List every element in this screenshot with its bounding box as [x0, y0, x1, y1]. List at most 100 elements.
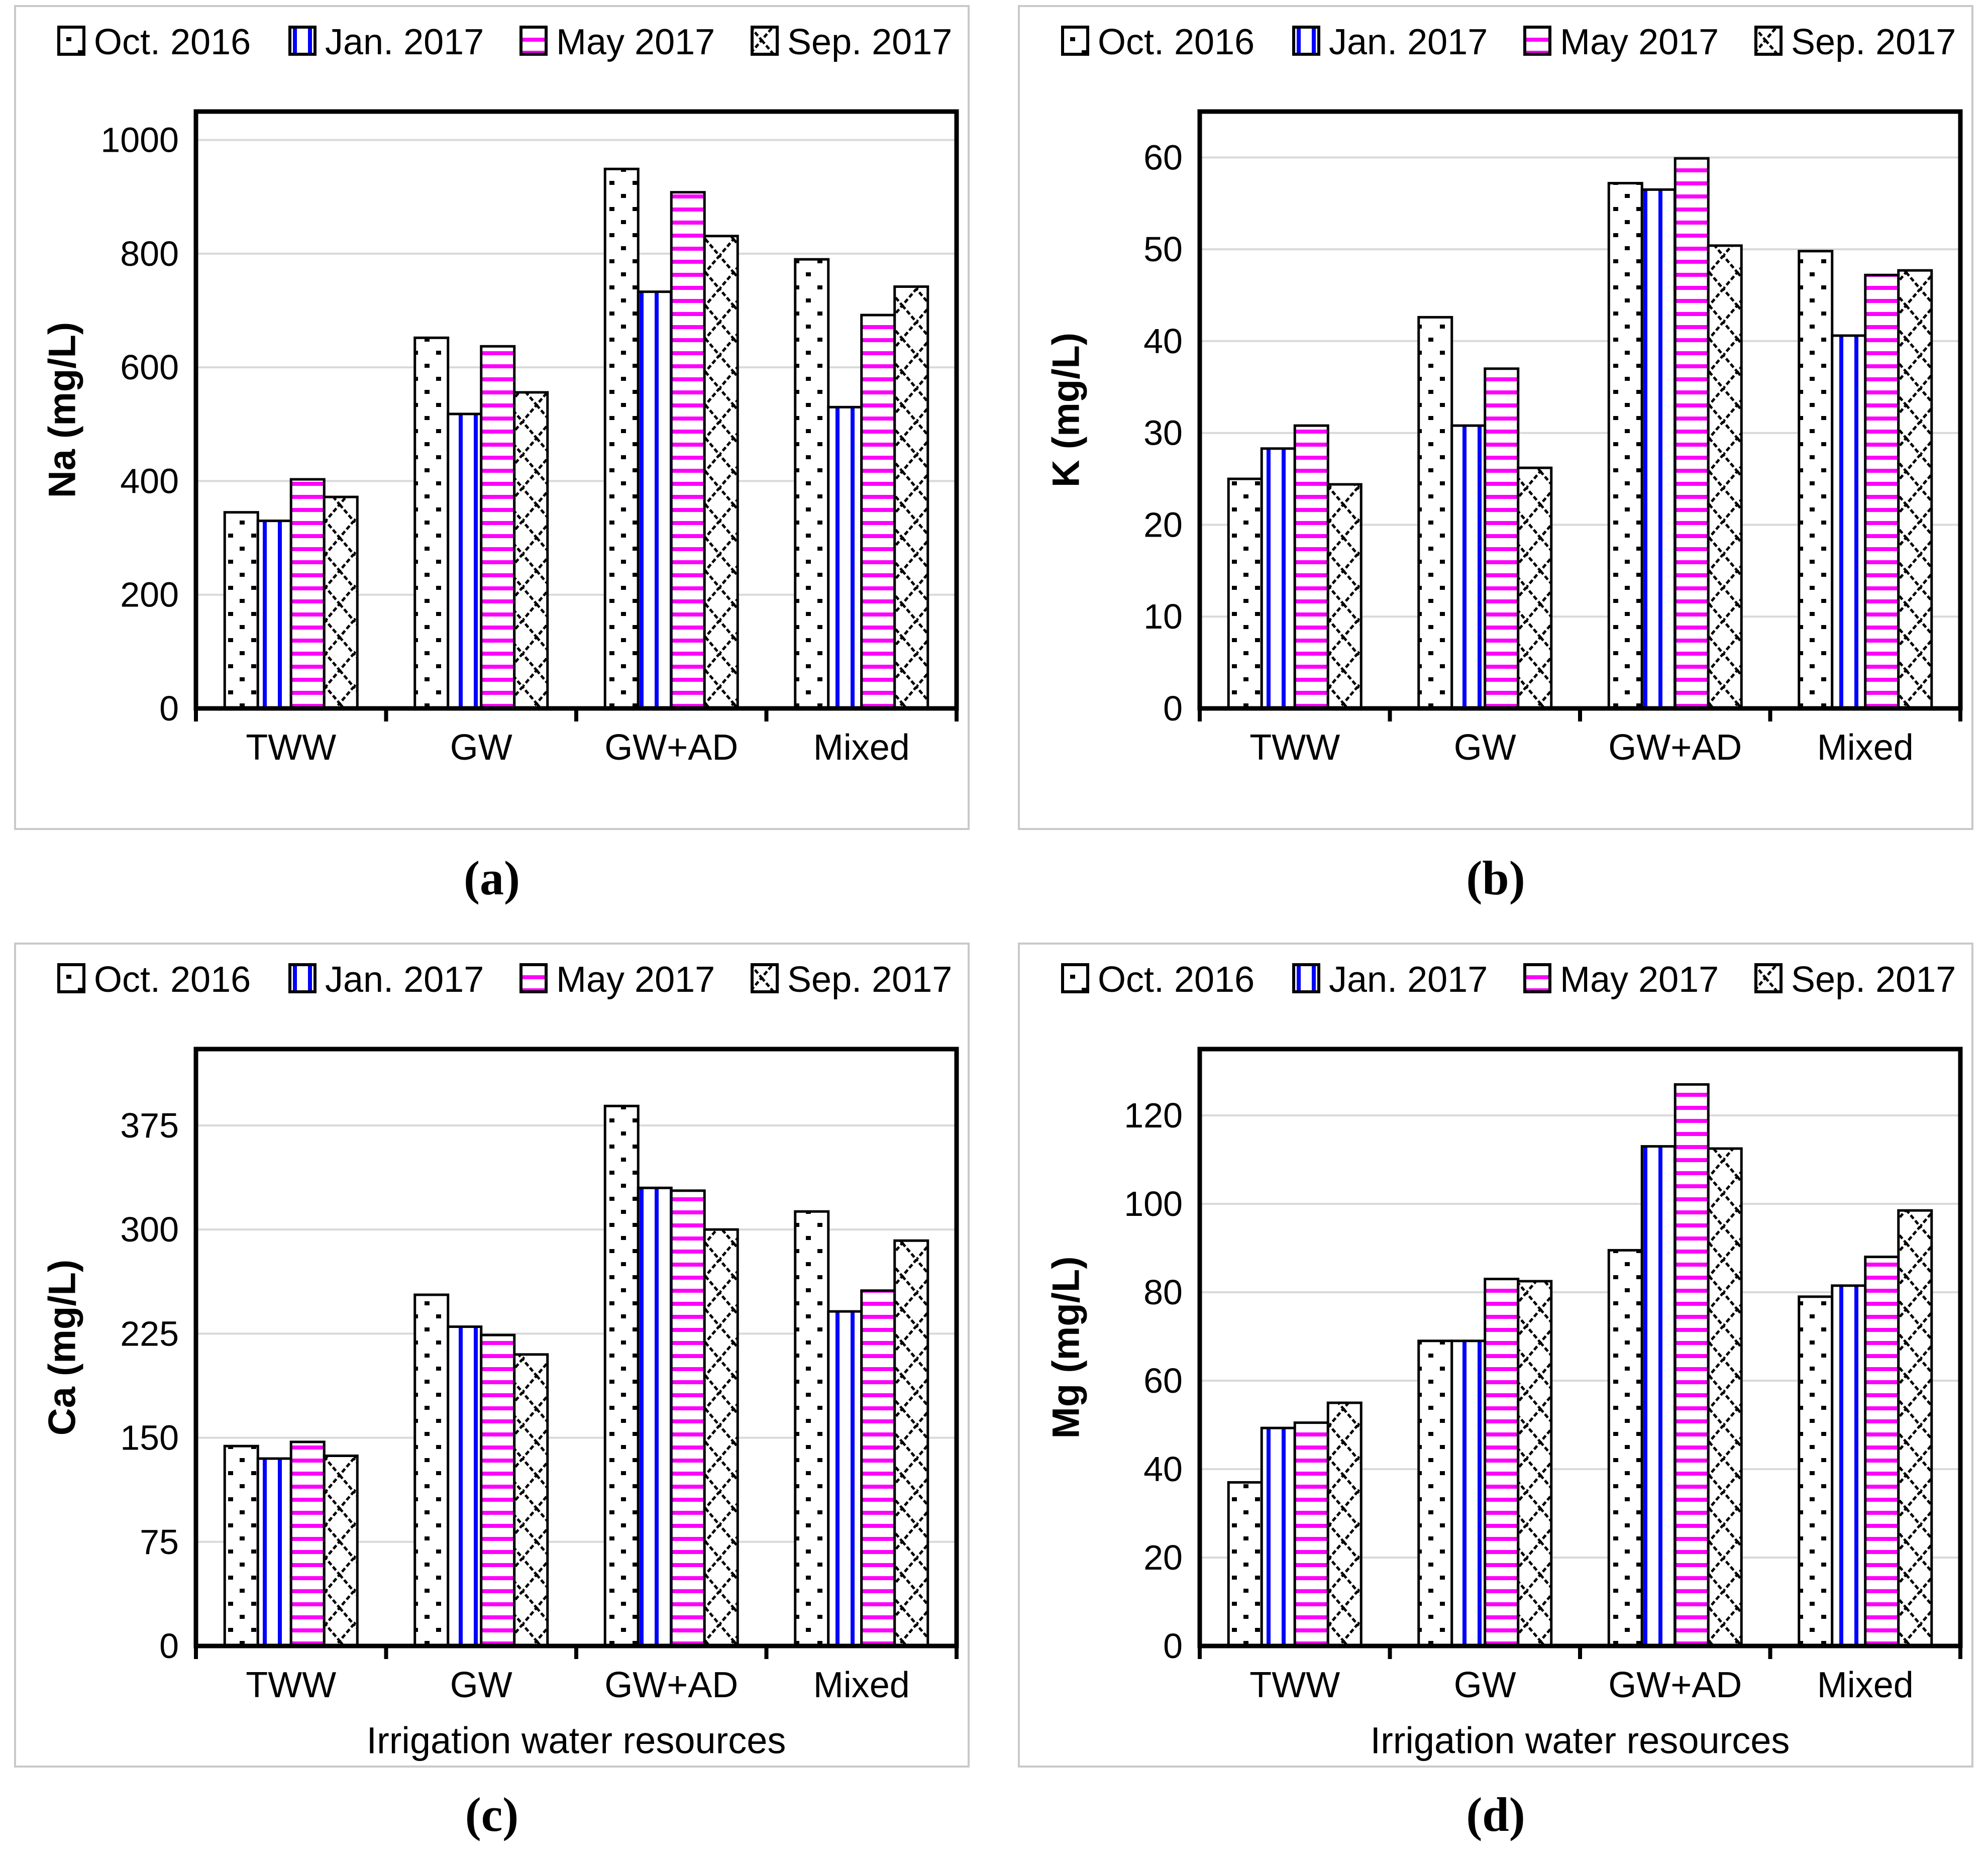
x-category-label: TWW [1249, 1665, 1340, 1705]
legend-label: Oct. 2016 [1098, 22, 1254, 62]
x-category-label: Mixed [1817, 728, 1914, 768]
bar-hlines-GW+AD [1673, 1083, 1710, 1647]
mg-chart-svg: Oct. 2016 Jan. 2017 May 2017 Sep. 2017 0 20 40… [1045, 960, 1963, 1762]
legend-swatch-diamonds [1754, 26, 1783, 56]
bar-vlines-TWW [256, 1457, 292, 1647]
bar-vlines-TWW [256, 520, 292, 710]
bar-dots-GW [1417, 1339, 1453, 1647]
bar-hlines-TWW [289, 1440, 326, 1647]
legend-label: Oct. 2016 [1098, 960, 1254, 1000]
na-chart-svg: Oct. 2016 Jan. 2017 May 2017 Sep. 2017 0 200 4… [41, 22, 959, 768]
legend-swatch-dots [57, 26, 85, 56]
bar-vlines-Mixed [827, 405, 863, 710]
x-category-label: GW [450, 1665, 512, 1705]
x-category-label: GW+AD [604, 728, 738, 768]
legend-swatch-hlines [1523, 26, 1551, 56]
x-category-label: GW [1454, 1665, 1516, 1705]
bar-dots-GW [1417, 316, 1453, 710]
bar-hlines-GW+AD [670, 191, 706, 710]
bar-dots-GW [413, 336, 450, 710]
bar-diamonds-TWW [323, 1454, 359, 1647]
legend-label: Jan. 2017 [325, 960, 484, 1000]
x-axis-title: Irrigation water resources [1371, 1720, 1790, 1762]
legend-label: Jan. 2017 [1329, 960, 1488, 1000]
legend-label: Jan. 2017 [1329, 22, 1488, 62]
bar-dots-GW+AD [603, 167, 640, 710]
y-tick-label: 0 [159, 1626, 179, 1666]
y-tick-label: 40 [1143, 1450, 1183, 1489]
bar-vlines-GW [1450, 424, 1487, 710]
bar-hlines-Mixed [1864, 1256, 1900, 1647]
y-tick-label: 0 [1163, 1626, 1183, 1666]
y-tick-label: 60 [1143, 138, 1183, 177]
bar-vlines-GW [1450, 1339, 1487, 1647]
legend-label: May 2017 [1560, 22, 1719, 62]
y-tick-label: 225 [120, 1314, 179, 1353]
y-tick-label: 0 [159, 689, 179, 728]
y-axis-title: Mg (mg/L) [1045, 1256, 1088, 1438]
y-tick-label: 60 [1143, 1361, 1183, 1400]
bar-dots-GW [413, 1293, 450, 1647]
legend-swatch-dots [1061, 963, 1089, 993]
bar-dots-Mixed [794, 1210, 830, 1647]
y-tick-label: 100 [1124, 1184, 1183, 1223]
x-category-label: GW+AD [604, 1665, 738, 1705]
legend-label: Sep. 2017 [1791, 960, 1956, 1000]
legend-swatch-hlines [1523, 963, 1551, 993]
y-tick-label: 10 [1143, 597, 1183, 636]
bar-hlines-TWW [1293, 424, 1329, 710]
bar-dots-TWW [223, 1444, 259, 1647]
legend-label: May 2017 [1560, 960, 1719, 1000]
y-tick-label: 150 [120, 1418, 179, 1458]
y-axis-title: Na (mg/L) [41, 322, 84, 498]
legend-swatch-vlines [1292, 963, 1320, 993]
y-tick-label: 120 [1124, 1096, 1183, 1135]
bar-dots-TWW [1227, 1481, 1263, 1647]
bar-hlines-GW+AD [670, 1189, 706, 1647]
legend-swatch-vlines [288, 26, 317, 56]
legend-swatch-diamonds [1754, 963, 1783, 993]
bar-vlines-GW+AD [637, 290, 673, 710]
bar-hlines-Mixed [860, 314, 896, 710]
bar-diamonds-TWW [1326, 1401, 1363, 1647]
bar-diamonds-GW+AD [703, 235, 739, 710]
x-category-label: TWW [246, 1665, 336, 1705]
legend-label: Oct. 2016 [94, 960, 251, 1000]
bar-hlines-GW+AD [1673, 157, 1710, 710]
legend-swatch-dots [57, 963, 85, 993]
bar-hlines-GW [480, 345, 516, 710]
bar-vlines-TWW [1260, 447, 1296, 710]
legend-swatch-dots [1061, 26, 1089, 56]
bar-vlines-Mixed [1831, 1284, 1867, 1647]
y-axis-title: Ca (mg/L) [41, 1260, 84, 1435]
bar-vlines-GW [447, 1325, 483, 1647]
chart-panel-c: Oct. 2016 Jan. 2017 May 2017 Sep. 2017 0 75 15… [14, 943, 970, 1768]
bar-diamonds-GW [513, 1353, 549, 1647]
y-tick-label: 0 [1163, 689, 1183, 728]
x-category-label: TWW [1249, 728, 1340, 768]
legend-label: Sep. 2017 [787, 960, 952, 1000]
x-category-label: TWW [246, 728, 336, 768]
x-category-label: Mixed [813, 728, 910, 768]
bar-diamonds-Mixed [1897, 1209, 1933, 1647]
bar-vlines-Mixed [827, 1310, 863, 1647]
bar-vlines-GW [447, 412, 483, 710]
y-tick-label: 50 [1143, 230, 1183, 269]
bar-diamonds-TWW [1326, 483, 1363, 710]
bar-diamonds-GW [513, 391, 549, 710]
bar-hlines-GW [1484, 367, 1520, 710]
chart-panel-b: Oct. 2016 Jan. 2017 May 2017 Sep. 2017 0 10 20… [1018, 5, 1973, 830]
x-category-label: Mixed [813, 1665, 910, 1705]
bar-diamonds-GW+AD [1707, 244, 1743, 710]
bar-hlines-GW [1484, 1278, 1520, 1647]
subfigure-caption-c: (c) [465, 1788, 519, 1841]
y-tick-label: 20 [1143, 505, 1183, 544]
y-tick-label: 1000 [100, 121, 179, 160]
bar-dots-TWW [1227, 477, 1263, 710]
x-axis-title: Irrigation water resources [367, 1720, 786, 1762]
y-axis-title: K (mg/L) [1045, 333, 1088, 487]
x-category-label: GW+AD [1608, 728, 1742, 768]
bar-diamonds-Mixed [893, 285, 929, 710]
y-tick-label: 40 [1143, 322, 1183, 361]
bar-vlines-GW+AD [1640, 188, 1677, 710]
